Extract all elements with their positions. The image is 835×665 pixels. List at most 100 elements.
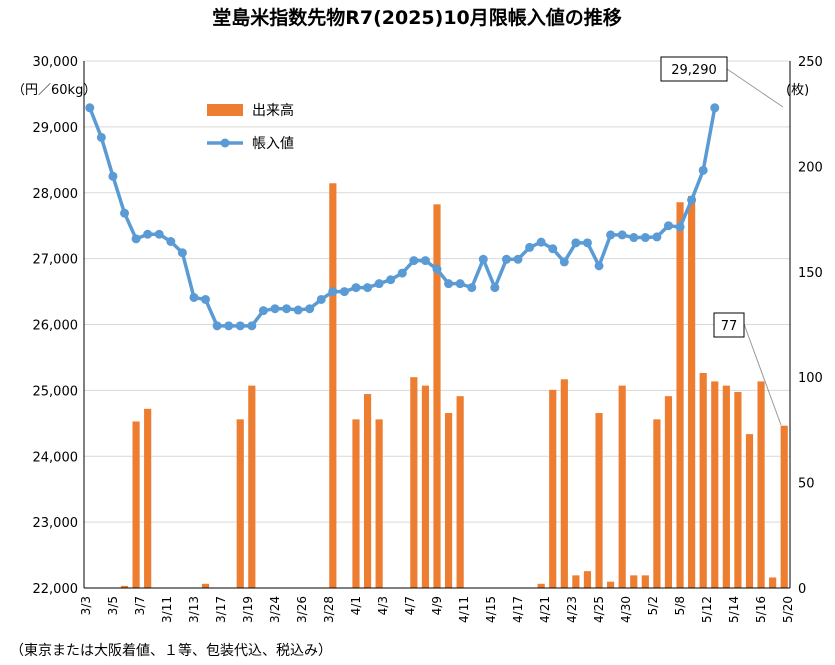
settlement-point xyxy=(363,283,373,293)
x-tick-label: 5/8 xyxy=(673,596,687,615)
volume-bars xyxy=(120,183,788,589)
volume-bar xyxy=(433,204,441,588)
x-tick-label: 3/7 xyxy=(133,596,147,615)
x-tick-label: 4/7 xyxy=(403,596,417,615)
x-tick-label: 5/16 xyxy=(754,596,768,623)
settlement-point xyxy=(282,304,292,314)
volume-bar xyxy=(757,381,765,588)
settlement-point xyxy=(177,248,187,258)
x-tick-label: 4/11 xyxy=(457,596,471,623)
settlement-point xyxy=(687,195,697,205)
legend-swatch-volume xyxy=(207,104,243,116)
settlement-point xyxy=(328,287,338,297)
volume-bar xyxy=(352,419,360,588)
volume-bar xyxy=(664,396,673,588)
settlement-point xyxy=(432,264,442,274)
volume-bar xyxy=(120,585,129,588)
settlement-point xyxy=(120,208,130,218)
x-tick-label: 3/13 xyxy=(187,596,201,623)
volume-bar xyxy=(444,413,453,588)
right-tick-label: 50 xyxy=(798,477,815,492)
x-tick-label: 3/5 xyxy=(106,596,120,615)
settlement-point xyxy=(351,283,361,293)
x-tick-label: 3/11 xyxy=(160,596,174,623)
settlement-point xyxy=(420,256,430,266)
volume-bar xyxy=(722,385,730,588)
settlement-polyline xyxy=(88,107,717,328)
left-tick-label: 25,000 xyxy=(33,384,79,399)
settlement-point xyxy=(513,254,523,264)
right-tick-label: 200 xyxy=(798,160,823,175)
volume-bar xyxy=(421,385,430,588)
left-axis-ticks: 22,000 23,000 24,000 25,000 26,000 27,000 28,0… xyxy=(33,55,79,597)
callout-volume: 77 xyxy=(713,312,782,426)
volume-bar xyxy=(537,583,545,588)
settlement-point xyxy=(293,305,303,315)
callout-settlement-text: 29,290 xyxy=(671,63,717,78)
settlement-point xyxy=(166,236,176,246)
settlement-point xyxy=(316,294,326,304)
x-tick-label: 4/15 xyxy=(484,596,498,623)
volume-bar xyxy=(769,577,777,588)
settlement-point xyxy=(606,230,616,240)
right-axis-ticks: 0 50 100 150 200 250 xyxy=(798,55,823,597)
callout-settlement-box xyxy=(660,56,728,82)
volume-bar xyxy=(641,575,649,588)
callout-volume-text: 77 xyxy=(721,319,738,334)
volume-bar xyxy=(630,575,638,588)
volume-bar xyxy=(375,419,383,588)
settlement-point xyxy=(96,132,106,142)
left-tick-label: 28,000 xyxy=(33,187,79,202)
x-tick-label: 3/26 xyxy=(295,596,309,623)
x-tick-label: 4/23 xyxy=(565,596,579,623)
x-tick-label: 5/2 xyxy=(646,596,660,615)
settlement-point xyxy=(409,256,419,266)
right-tick-label: 100 xyxy=(798,371,823,386)
settlement-point xyxy=(501,254,511,264)
settlement-point xyxy=(143,229,153,239)
volume-bar xyxy=(745,434,754,588)
left-tick-label: 30,000 xyxy=(33,55,79,70)
axes xyxy=(83,61,791,589)
volume-bar xyxy=(711,381,719,588)
settlement-point xyxy=(710,103,720,113)
volume-bar xyxy=(780,425,788,588)
volume-bar xyxy=(410,377,418,588)
legend: 出来高 帳入値 xyxy=(207,102,294,152)
x-tick-label: 5/12 xyxy=(700,596,714,623)
settlement-point xyxy=(386,275,396,285)
x-tick-label: 4/3 xyxy=(376,596,390,615)
x-tick-label: 4/21 xyxy=(538,596,552,623)
settlement-point xyxy=(270,304,280,314)
volume-bar xyxy=(329,183,337,588)
right-tick-label: 250 xyxy=(798,55,823,70)
volume-bar xyxy=(456,396,464,588)
x-tick-label: 5/20 xyxy=(781,596,795,623)
legend-label-volume: 出来高 xyxy=(252,102,294,119)
settlement-point xyxy=(617,230,627,240)
left-tick-label: 29,000 xyxy=(33,121,79,136)
left-tick-label: 22,000 xyxy=(33,582,79,597)
settlement-point xyxy=(339,287,349,297)
settlement-point xyxy=(571,238,581,248)
settlement-point xyxy=(675,222,685,232)
left-tick-label: 23,000 xyxy=(33,516,79,531)
settlement-point xyxy=(305,304,315,314)
settlement-point xyxy=(490,283,500,293)
callout-volume-box xyxy=(713,312,745,338)
settlement-point xyxy=(455,279,465,289)
left-axis-unit: （円／60kg） xyxy=(12,83,96,98)
callout-settlement: 29,290 xyxy=(660,56,784,108)
x-tick-label: 4/17 xyxy=(511,596,525,623)
settlement-point xyxy=(397,268,407,278)
x-tick-label: 3/24 xyxy=(268,596,282,623)
x-tick-label: 4/25 xyxy=(592,596,606,623)
x-tick-label: 3/17 xyxy=(214,596,228,623)
x-axis-ticks: 3/3 3/5 3/7 3/11 3/13 3/17 3/19 3/24 3/26 3/28 4/1… xyxy=(79,596,795,623)
settlement-point xyxy=(582,238,592,248)
left-tick-label: 26,000 xyxy=(33,319,79,334)
x-tick-label: 3/19 xyxy=(241,596,255,623)
x-tick-label: 4/1 xyxy=(349,596,363,615)
settlement-point xyxy=(235,321,245,331)
